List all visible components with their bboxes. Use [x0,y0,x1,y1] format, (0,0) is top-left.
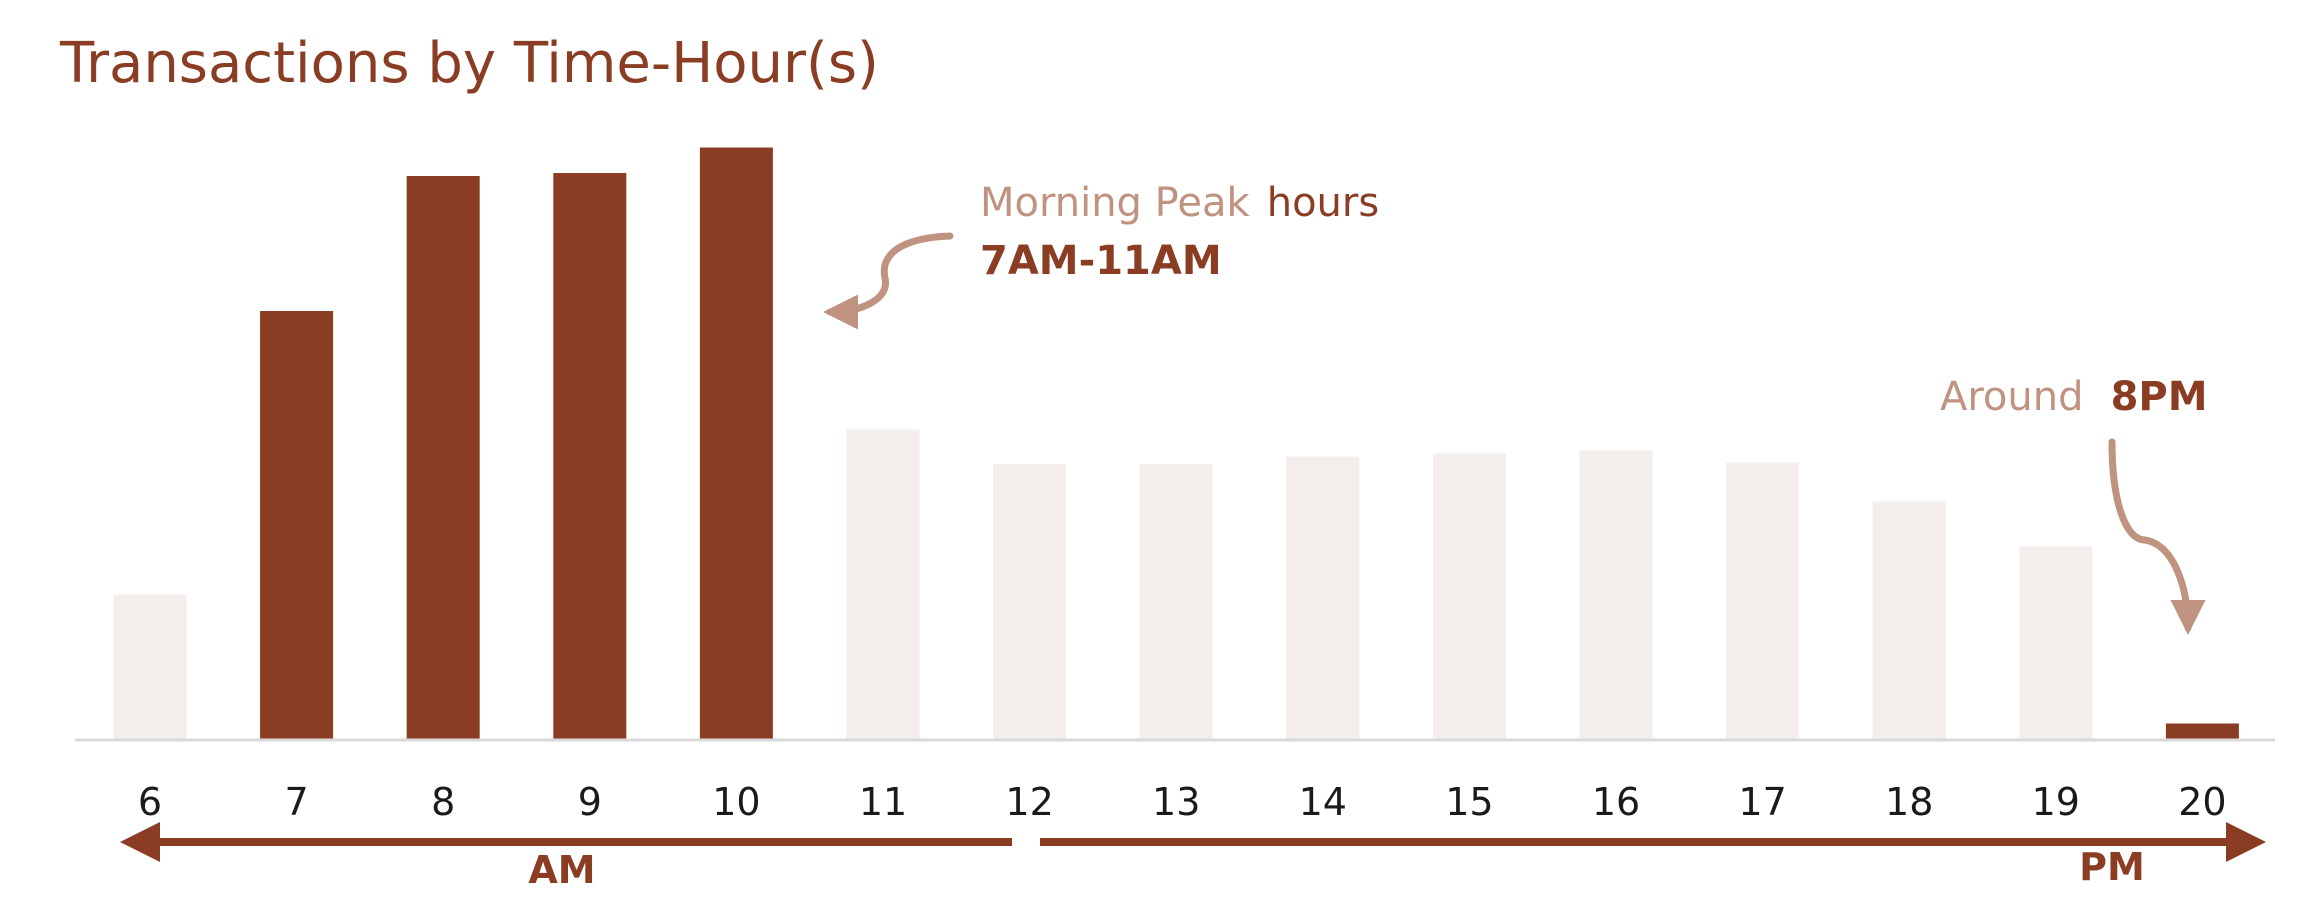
bar-hour-11 [846,429,920,740]
x-tick-label-15: 15 [1445,780,1493,824]
bar-hour-16 [1579,450,1653,740]
x-tick-label-19: 19 [2032,780,2080,824]
bar-hour-18 [1872,501,1946,740]
evening-arrow [2108,438,2206,635]
bar-hour-19 [2019,546,2093,740]
bar-hour-6 [113,594,187,740]
x-tick-label-13: 13 [1152,780,1200,824]
x-tick-label-6: 6 [138,780,162,824]
evening-time-label: 8PM [2111,374,2208,420]
morning-peak-label: Morning Peak [980,180,1250,226]
bar-hour-12 [993,464,1067,740]
morning-peak-hours-label: hours [1267,180,1379,226]
bars-group [113,147,2239,740]
pm-period-label: PM [2079,845,2145,889]
evening-around-label: Around [1940,374,2084,420]
bar-hour-20 [2165,723,2239,740]
bar-hour-9 [553,173,627,740]
bar-hour-15 [1432,453,1506,740]
bar-hour-17 [1726,462,1800,740]
x-tick-labels: 6 7 8 9 10 11 12 13 14 15 16 17 18 19 20 [138,780,2227,824]
am-period-label: AM [528,848,595,892]
bar-hour-14 [1286,456,1360,740]
bar-hour-7 [260,311,334,740]
x-tick-label-9: 9 [578,780,602,824]
morning-peak-annotation: Morning Peak hours [980,180,1379,226]
x-tick-label-7: 7 [285,780,309,824]
x-tick-label-18: 18 [1885,780,1933,824]
bar-hour-10 [699,147,773,740]
x-tick-label-20: 20 [2178,780,2226,824]
x-tick-label-12: 12 [1005,780,1053,824]
morning-peak-range: 7AM-11AM [980,238,1222,284]
x-tick-label-8: 8 [431,780,455,824]
x-tick-label-16: 16 [1592,780,1640,824]
x-tick-label-11: 11 [859,780,907,824]
x-tick-label-10: 10 [712,780,760,824]
x-tick-label-14: 14 [1299,780,1347,824]
bar-hour-13 [1139,464,1213,740]
morning-peak-arrow [823,232,954,330]
chart-title: Transactions by Time-Hour(s) [59,31,879,96]
x-tick-label-17: 17 [1738,780,1786,824]
bar-hour-8 [406,176,480,740]
evening-annotation: Around 8PM [1940,374,2208,420]
